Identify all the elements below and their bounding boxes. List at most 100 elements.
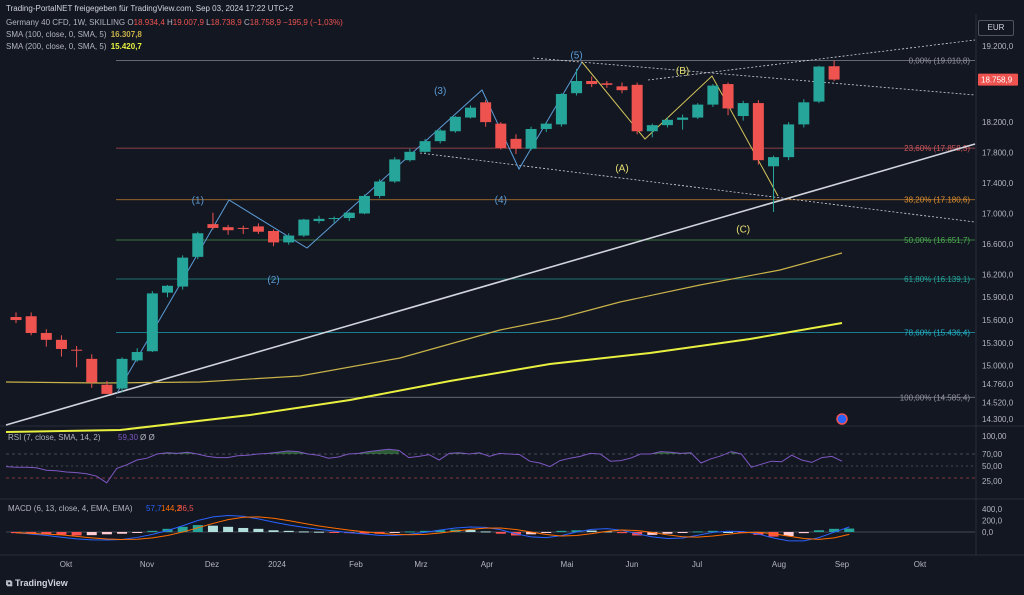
- rsi-tick-label: 100,00: [982, 432, 1007, 441]
- change-value: −195,9 (−1,03%): [283, 18, 343, 27]
- candle-body: [389, 159, 401, 182]
- macd-histogram-bar: [177, 526, 188, 532]
- time-axis-label: Feb: [349, 560, 363, 569]
- candle-body: [495, 123, 507, 149]
- symbol-name: Germany 40 CFD, 1W, SKILLING: [6, 18, 126, 27]
- candle-body: [237, 227, 249, 229]
- wave-label: (B): [676, 66, 689, 77]
- macd-histogram-bar: [389, 532, 400, 533]
- time-axis-label: Apr: [481, 560, 494, 569]
- macd-signal-line: [15, 516, 850, 541]
- candle-body: [555, 93, 567, 125]
- sma200-value: 15.420,7: [110, 42, 142, 51]
- rsi-value: 59,30: [118, 433, 139, 442]
- trendline-dotted: [419, 152, 976, 223]
- wave-label: (4): [495, 195, 507, 206]
- rsi-extra: Ø Ø: [140, 433, 155, 442]
- macd-histogram-bar: [435, 530, 446, 532]
- candle-body: [419, 141, 431, 152]
- macd-histogram-bar: [829, 528, 840, 532]
- macd-histogram-bar: [707, 530, 718, 532]
- sma200-label: SMA (200, close, 0, SMA, 5): [6, 42, 107, 51]
- fib-level-label: 23,60% (17.858,3): [904, 144, 970, 153]
- candle-body: [283, 235, 295, 243]
- candle-body: [449, 116, 461, 132]
- candle-body: [677, 117, 689, 120]
- wave-label: (5): [570, 51, 582, 62]
- macd-histogram-bar: [86, 532, 97, 536]
- candle-body: [525, 128, 537, 149]
- open-value: 18.934,4: [133, 18, 165, 27]
- price-tick-label: 19.200,0: [982, 42, 1014, 51]
- candle-body: [404, 151, 416, 161]
- candle-body: [737, 103, 749, 117]
- macd-line: [15, 514, 850, 542]
- macd-histogram-bar: [41, 532, 52, 535]
- candle-body: [40, 332, 52, 340]
- wave-label: (A): [615, 164, 628, 175]
- macd-histogram-bar: [541, 532, 552, 533]
- macd-histogram-bar: [132, 532, 143, 533]
- low-label: L: [206, 18, 211, 27]
- sma200-legend: SMA (200, close, 0, SMA, 5) 15.420,7: [6, 42, 144, 52]
- macd-tick-label: 0,0: [982, 528, 994, 537]
- macd-histogram-bar: [783, 532, 794, 537]
- macd-histogram-bar: [798, 532, 809, 534]
- candle-body: [465, 107, 476, 118]
- price-tick-label: 14.760,0: [982, 380, 1014, 389]
- candle-body: [162, 285, 173, 293]
- currency-button[interactable]: EUR: [978, 20, 1014, 36]
- tradingview-logo: ⧉ TradingView: [6, 578, 68, 589]
- time-axis-label: Aug: [772, 560, 786, 569]
- correction-wave-path: [581, 61, 779, 197]
- price-tick-label: 15.900,0: [982, 293, 1014, 302]
- candle-body: [768, 157, 779, 167]
- candle-body: [783, 124, 795, 158]
- macd-histogram-bar: [192, 525, 203, 532]
- rsi-tick-label: 25,00: [982, 477, 1003, 486]
- candle-body: [177, 257, 189, 287]
- candle-body: [328, 218, 340, 220]
- candle-body: [510, 138, 522, 149]
- fib-level-label: 0,00% (19.010,8): [909, 56, 971, 65]
- trendline-dotted: [647, 39, 976, 81]
- candle-body: [268, 230, 280, 243]
- macd-histogram-bar: [117, 532, 128, 534]
- macd-histogram-bar: [662, 532, 673, 534]
- macd-histogram-bar: [268, 530, 279, 532]
- logo-icon: ⧉: [6, 578, 13, 588]
- candle-body: [692, 104, 704, 118]
- price-tick-label: 15.600,0: [982, 316, 1014, 325]
- macd-histogram-bar: [26, 532, 37, 534]
- candle-body: [722, 84, 734, 109]
- candle-body: [252, 226, 264, 232]
- logo-text: TradingView: [14, 578, 68, 588]
- time-axis-label: Nov: [140, 560, 154, 569]
- candle-body: [571, 81, 583, 94]
- candle-body: [434, 130, 446, 142]
- macd-histogram-bar: [298, 531, 309, 533]
- candle-body: [374, 181, 386, 196]
- fib-level-label: 78,60% (15.436,4): [904, 328, 970, 337]
- macd-histogram-bar: [617, 532, 627, 534]
- candle-body: [192, 233, 204, 257]
- macd-histogram-bar: [71, 532, 82, 536]
- price-tick-label: 17.800,0: [982, 149, 1014, 158]
- elliott-wave-path: [116, 61, 583, 394]
- macd-histogram-bar: [283, 530, 294, 532]
- candle-body: [813, 66, 825, 102]
- time-axis-label: Mai: [561, 560, 574, 569]
- macd-histogram-bar: [253, 528, 264, 532]
- candle-body: [661, 119, 673, 126]
- candle-body: [798, 102, 810, 125]
- price-tick-label: 18.200,0: [982, 118, 1014, 127]
- price-tick-label: 17.000,0: [982, 209, 1014, 218]
- candle-body: [601, 83, 613, 85]
- macd-histogram-bar: [223, 526, 234, 532]
- close-value: 18.758,9: [249, 18, 281, 27]
- macd-histogram-bar: [556, 530, 567, 532]
- candle-body: [646, 125, 658, 132]
- macd-hist-value: 86,5: [178, 504, 194, 513]
- time-axis-label: Jun: [626, 560, 639, 569]
